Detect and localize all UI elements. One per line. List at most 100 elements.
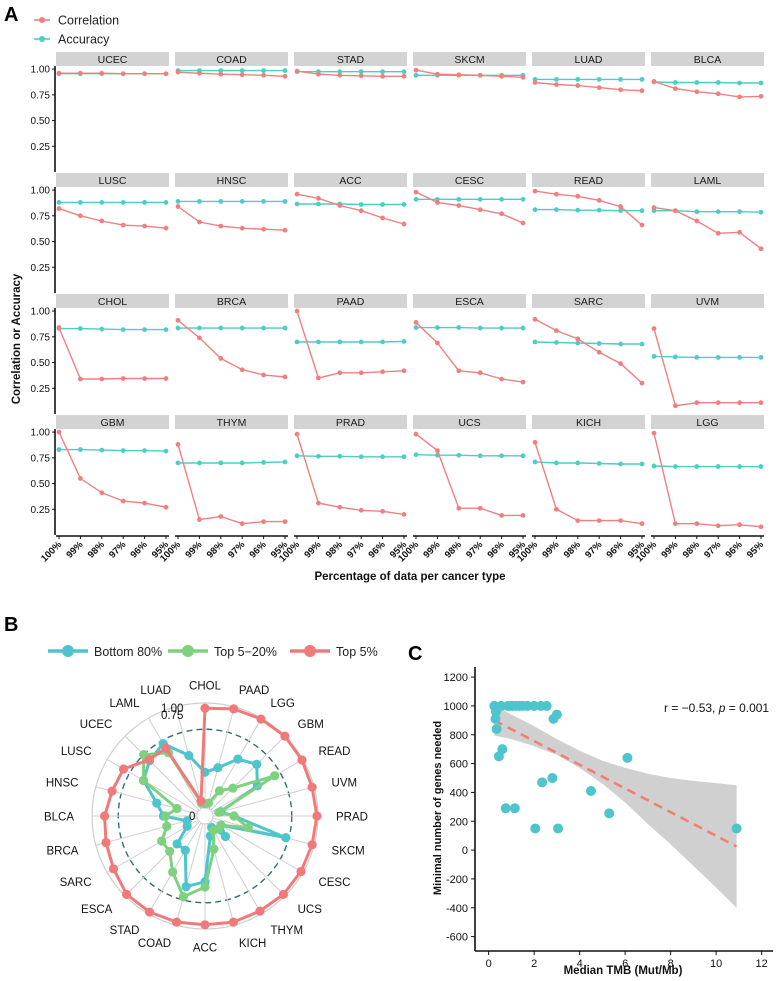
accuracy-point (477, 453, 483, 459)
correlation-point (758, 400, 764, 406)
scatter-point (622, 752, 633, 763)
facet-read: READ (532, 173, 645, 228)
correlation-line (296, 70, 404, 78)
correlation-point (239, 72, 245, 78)
facet-strip (413, 52, 526, 66)
radar-radial-label: 0.75 (161, 710, 183, 722)
correlation-point (197, 335, 202, 341)
accuracy-point (401, 202, 407, 207)
correlation-point (413, 67, 419, 73)
y-tick-label: 0.25 (31, 384, 51, 395)
panel-a-y-axis-title: Correlation or Accuracy (11, 273, 23, 404)
accuracy-point (413, 325, 419, 330)
radar-category-label: THYM (271, 925, 304, 937)
panel-a-facet-grid: UCEC 0.25 0.50 0.75 1.00 COAD STAD SKCM LUAD BLCA… (31, 52, 767, 564)
radar-point-top5 (297, 755, 307, 765)
radar-spoke (212, 817, 315, 846)
radar-center-ring (196, 807, 214, 825)
correlation-point (56, 70, 62, 76)
radar-point-bottom80 (233, 754, 243, 764)
x-tick-label: 8 (668, 958, 674, 970)
accuracy-point (694, 209, 700, 215)
correlation-point (435, 200, 440, 205)
correlation-line (534, 442, 643, 525)
accuracy-point (554, 460, 559, 466)
correlation-point (520, 220, 526, 226)
correlation-point (596, 349, 602, 355)
facet-hnsc: HNSC (175, 173, 288, 233)
radar-category-label: PRAD (336, 812, 368, 824)
accuracy-line (415, 454, 523, 457)
panel-label-a: A (4, 4, 18, 26)
radar-point-top5-20 (162, 821, 172, 831)
correlation-point (673, 403, 678, 409)
correlation-point (758, 246, 764, 252)
correlation-point (694, 89, 700, 95)
correlation-point (120, 498, 126, 504)
radar-point-bottom80 (180, 845, 190, 855)
radar-spoke (211, 819, 304, 873)
correlation-point (99, 490, 105, 496)
correlation-point (618, 361, 623, 366)
accuracy-point (639, 461, 645, 467)
radar-category-label: LUSC (61, 746, 92, 758)
accuracy-point (282, 325, 288, 331)
correlation-point (282, 227, 288, 233)
legend-accuracy-label: Accuracy (58, 33, 110, 47)
facet-lusc: LUSC 0.25 0.50 0.75 1.00 (31, 173, 169, 293)
radar-point-top5 (118, 764, 129, 774)
accuracy-point (78, 326, 83, 331)
accuracy-point (142, 200, 148, 205)
correlation-point (175, 317, 181, 323)
correlation-point (532, 80, 538, 85)
y-tick-label: 600 (450, 759, 468, 771)
correlation-point (99, 218, 105, 224)
y-tick-label: 0.50 (31, 358, 51, 369)
y-tick-label: 1.00 (31, 186, 51, 197)
facet-strip-label: LUSC (98, 175, 126, 187)
accuracy-point (499, 196, 504, 202)
correlation-point (435, 340, 440, 346)
accuracy-line (178, 461, 286, 464)
scatter-point (490, 713, 501, 724)
correlation-point (380, 215, 385, 221)
accuracy-point (618, 461, 623, 467)
accuracy-point (456, 196, 462, 202)
accuracy-point (380, 69, 385, 75)
correlation-point (520, 513, 526, 518)
correlation-point (197, 219, 202, 225)
radar-point-bottom80 (213, 763, 223, 773)
accuracy-point (218, 199, 224, 204)
radar-point-top5 (121, 889, 132, 900)
accuracy-point (316, 453, 321, 459)
accuracy-point (639, 208, 645, 214)
correlation-point (99, 70, 105, 76)
accuracy-point (316, 201, 321, 207)
panel-c-y-axis-title: Minimal number of genes needed (432, 721, 444, 895)
correlation-point (651, 326, 657, 331)
correlation-point (651, 430, 657, 436)
facet-strip (294, 415, 407, 429)
x-tick-label: 97% (345, 539, 367, 561)
correlation-point (401, 73, 407, 79)
accuracy-point (651, 353, 657, 359)
accuracy-point (758, 209, 764, 215)
correlation-point (197, 70, 202, 76)
correlation-point (673, 208, 678, 214)
correlation-line (534, 81, 643, 92)
x-tick-label: 99% (183, 539, 205, 561)
accuracy-point (239, 199, 245, 204)
radar-category-label: COAD (138, 938, 171, 950)
correlation-line (177, 71, 286, 77)
facet-strip-label: HNSC (217, 175, 247, 187)
correlation-point (239, 225, 245, 231)
correlation-point (78, 70, 83, 76)
accuracy-point (197, 460, 202, 466)
correlation-point (737, 94, 742, 100)
correlation-line (296, 433, 405, 516)
correlation-point (316, 195, 321, 201)
correlation-point (413, 320, 419, 325)
correlation-point (358, 507, 364, 513)
y-tick-label: 800 (450, 730, 468, 742)
